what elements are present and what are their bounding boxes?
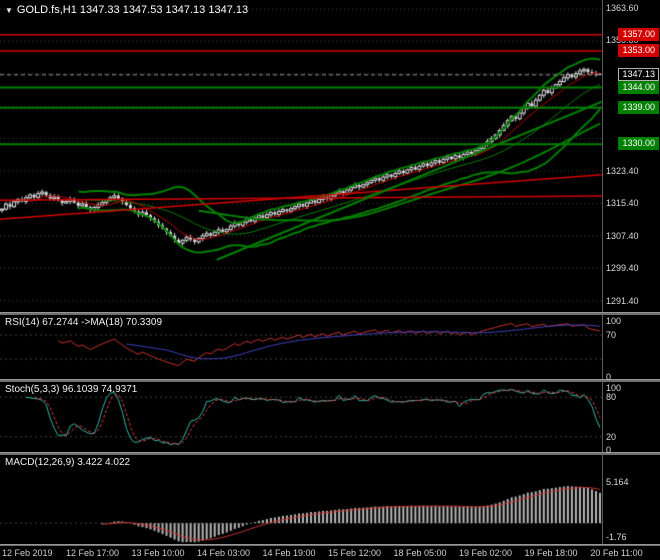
price-level-badge: 1353.00 bbox=[618, 44, 659, 58]
time-axis-label: 20 Feb 11:00 bbox=[590, 548, 643, 558]
rsi-scale-label: 100 bbox=[606, 316, 622, 326]
time-axis-label: 18 Feb 05:00 bbox=[393, 548, 447, 558]
symbol-dropdown-icon[interactable]: ▼ bbox=[5, 5, 13, 15]
time-axis-label: 12 Feb 2019 bbox=[2, 548, 53, 558]
price-level-badge: 1330.00 bbox=[618, 137, 659, 151]
stoch-scale-label: 20 bbox=[606, 431, 617, 442]
macd-indicator-label: MACD(12,26,9) 3.422 4.022 bbox=[5, 457, 131, 468]
rsi-scale-label: 70 bbox=[606, 330, 617, 340]
chart-title: ▼ GOLD.fs,H1 1347.33 1347.53 1347.13 134… bbox=[5, 4, 248, 16]
time-axis-label: 12 Feb 17:00 bbox=[65, 548, 120, 558]
price-tick-label: 1363.60 bbox=[606, 3, 639, 14]
price-tick-label: 1323.40 bbox=[606, 165, 639, 176]
stoch-indicator-label: Stoch(5,3,3) 96.1039 74.9371 bbox=[5, 384, 138, 395]
price-tick-label: 1291.40 bbox=[606, 295, 639, 306]
price-level-badge: 1357.00 bbox=[618, 27, 659, 41]
panel-separator[interactable] bbox=[0, 379, 660, 382]
macd-scale-label: 5.164 bbox=[606, 476, 629, 487]
panel-separator[interactable] bbox=[0, 544, 660, 546]
time-axis-label: 13 Feb 10:00 bbox=[131, 548, 185, 558]
stoch-scale-label: 100 bbox=[606, 383, 622, 393]
price-level-badge: 1339.00 bbox=[618, 100, 659, 114]
rsi-scale-label: 0 bbox=[606, 372, 612, 382]
chart-title-text: GOLD.fs,H1 1347.33 1347.53 1347.13 1347.… bbox=[16, 4, 249, 16]
axis-divider bbox=[602, 0, 603, 544]
price-tick-label: 1299.40 bbox=[606, 263, 639, 274]
time-axis[interactable]: 12 Feb 2019 12 Feb 17:00 13 Feb 10:00 14 Fe… bbox=[0, 546, 660, 560]
time-axis-label: 19 Feb 02:00 bbox=[458, 548, 513, 558]
time-axis-label: 19 Feb 18:00 bbox=[524, 548, 578, 558]
panel-separator[interactable] bbox=[0, 312, 660, 315]
time-axis-label: 14 Feb 03:00 bbox=[196, 548, 251, 558]
panel-separator[interactable] bbox=[0, 452, 660, 455]
stoch-scale-label: 80 bbox=[606, 392, 617, 403]
stoch-scale-label: 0 bbox=[606, 445, 612, 455]
price-tick-label: 1307.40 bbox=[606, 230, 639, 241]
time-axis-label: 14 Feb 19:00 bbox=[262, 548, 316, 558]
rsi-indicator-label: RSI(14) 67.2744 ->MA(18) 70.3309 bbox=[5, 317, 163, 328]
price-tick-label: 1315.40 bbox=[606, 198, 639, 209]
price-level-badge: 1344.00 bbox=[618, 80, 659, 94]
macd-scale-label: -1.76 bbox=[606, 532, 627, 543]
time-axis-label: 15 Feb 12:00 bbox=[327, 548, 382, 558]
price-axis[interactable]: 1363.601355.801323.401315.401307.401299.… bbox=[602, 0, 660, 544]
current-price-badge: 1347.13 bbox=[618, 67, 659, 81]
